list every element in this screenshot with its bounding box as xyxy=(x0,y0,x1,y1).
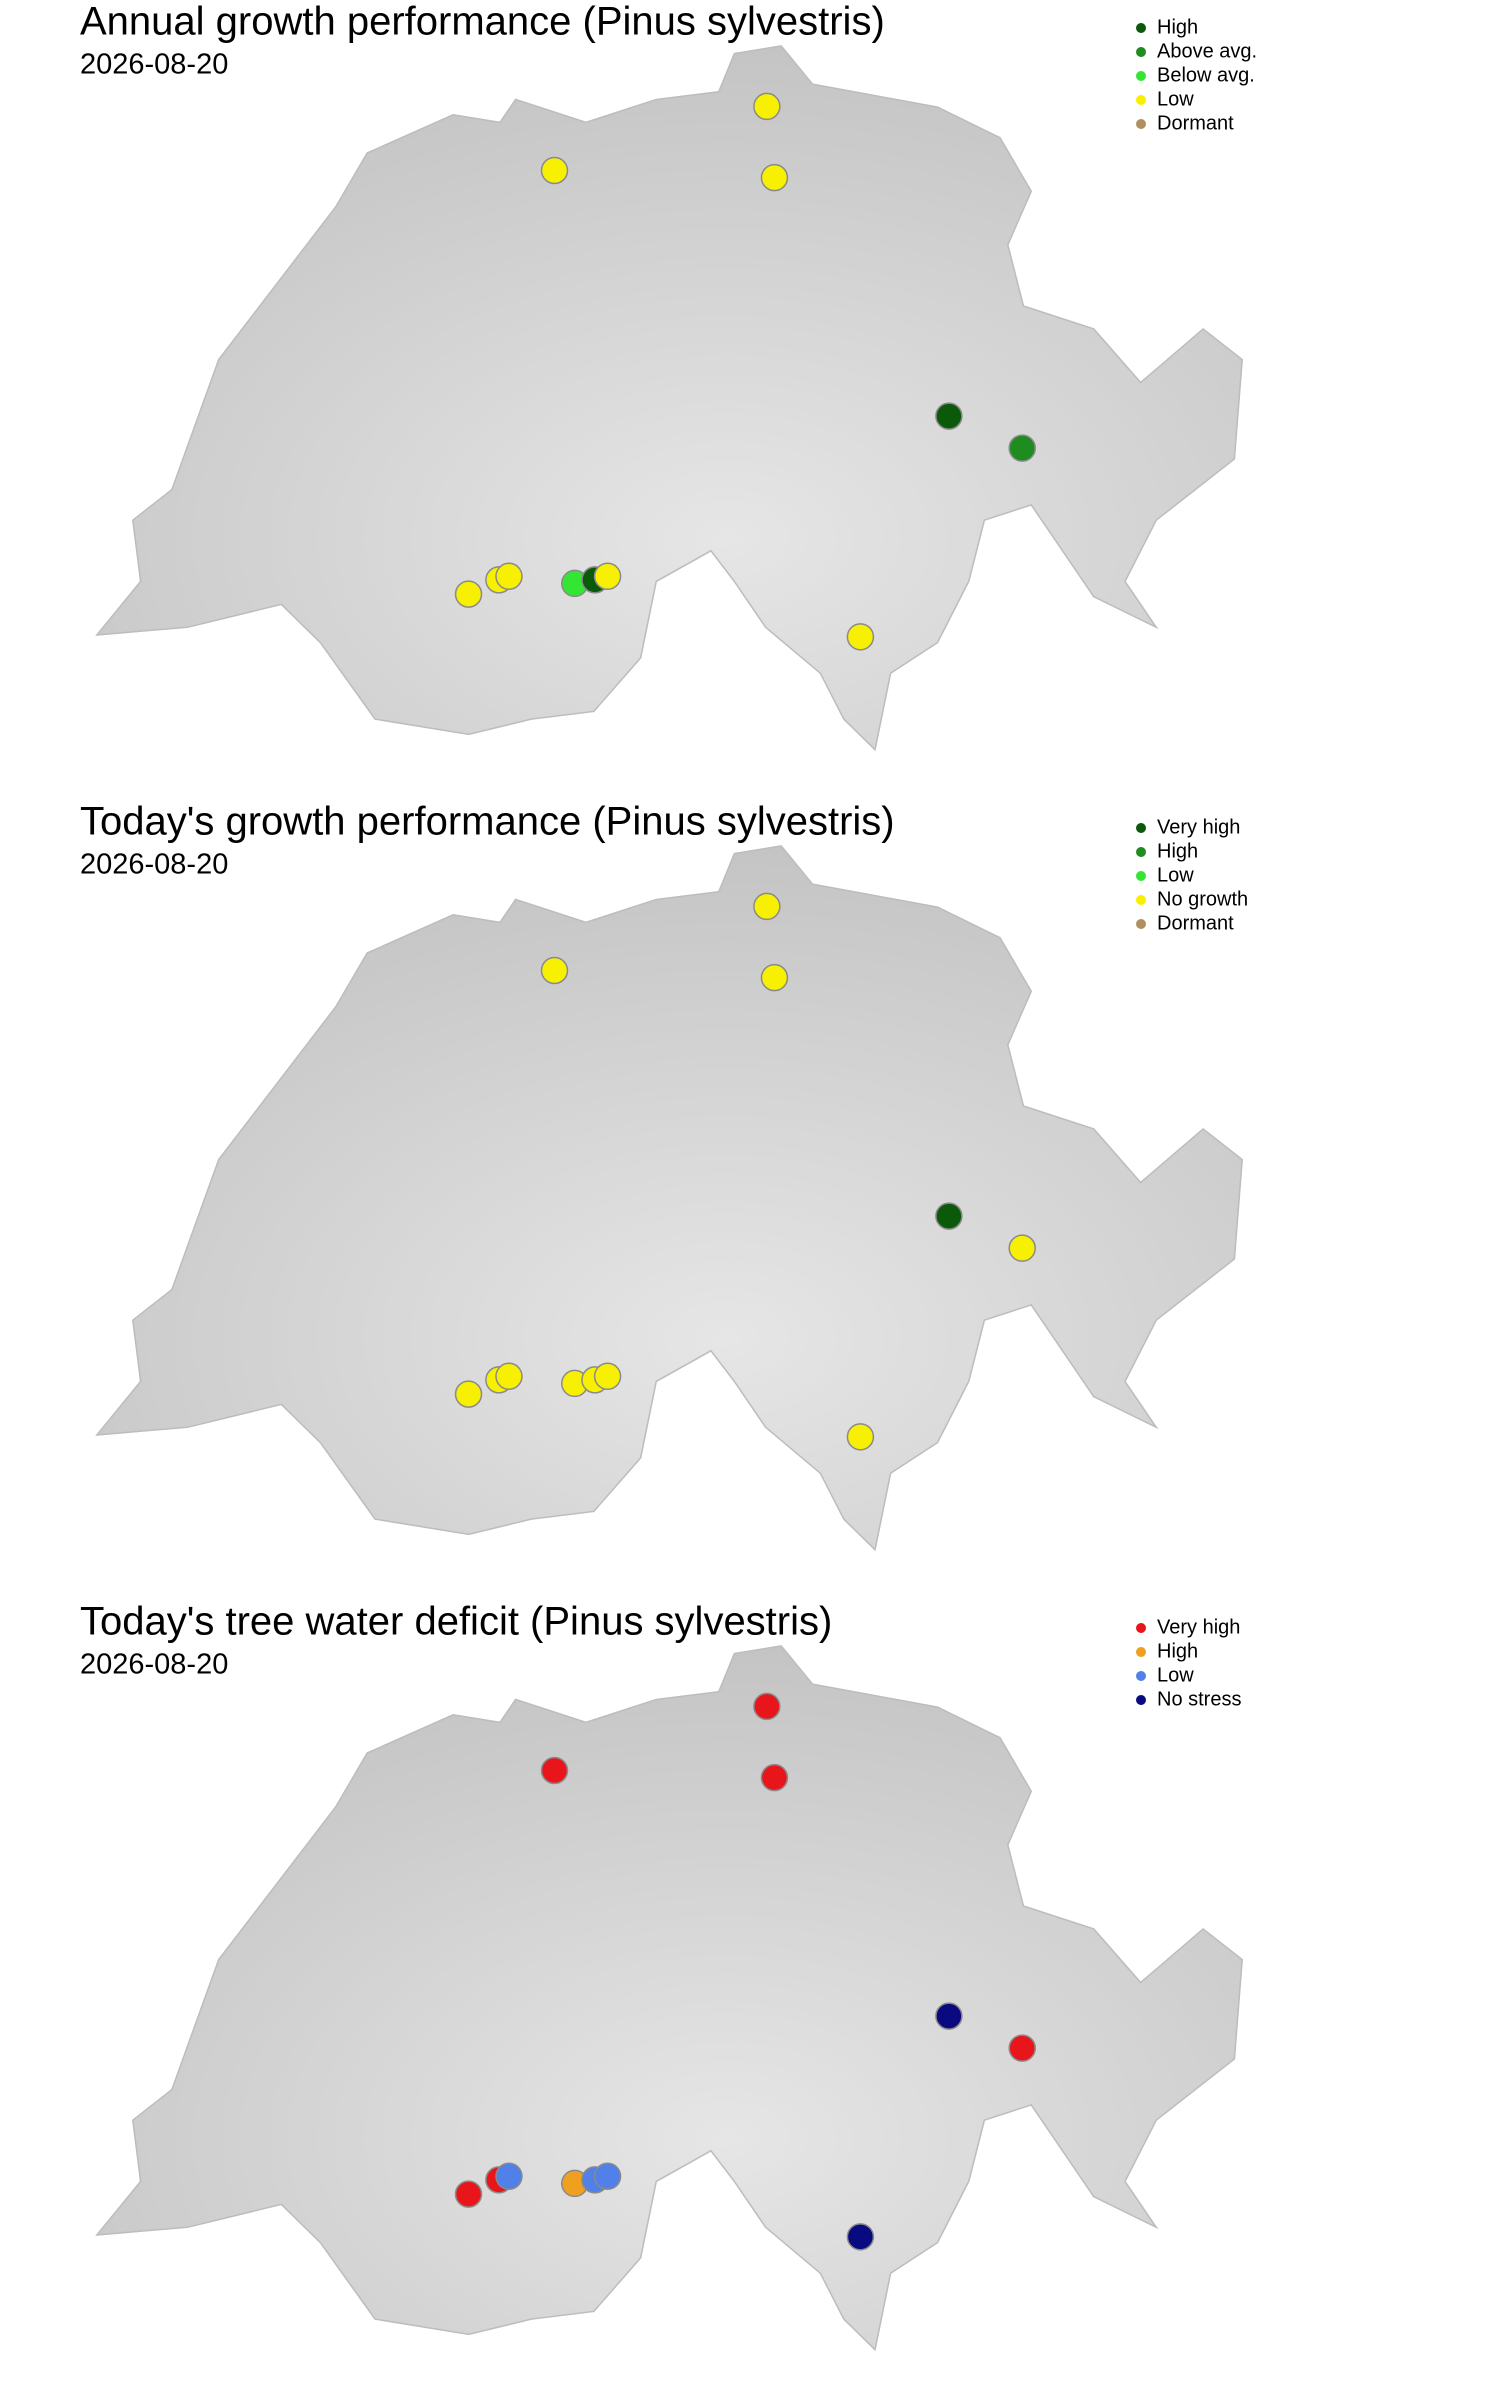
site-marker xyxy=(753,1692,781,1721)
legend-swatch xyxy=(1136,1647,1146,1657)
map-title: Annual growth performance (Pinus sylvest… xyxy=(80,0,885,44)
site-marker xyxy=(935,402,963,430)
country-shape xyxy=(95,1645,1243,2352)
map-panel: Today's tree water deficit (Pinus sylves… xyxy=(80,1600,1243,2352)
legend-label: Dormant xyxy=(1157,112,1234,134)
legend-label: Low xyxy=(1157,1664,1194,1686)
legend-swatch xyxy=(1136,119,1146,129)
country-shape xyxy=(95,45,1243,752)
site-marker xyxy=(454,1380,483,1408)
site-marker xyxy=(593,562,622,591)
map-date: 2026-08-20 xyxy=(80,49,228,81)
site-marker xyxy=(846,2223,875,2251)
legend-swatch xyxy=(1136,1671,1146,1681)
site-marker xyxy=(846,1423,875,1451)
site-marker xyxy=(540,1756,569,1785)
site-marker xyxy=(753,892,781,921)
legend-label: Below avg. xyxy=(1157,64,1255,86)
site-marker xyxy=(935,1202,963,1230)
site-marker xyxy=(935,2002,963,2030)
legend-swatch xyxy=(1136,1695,1146,1705)
legend-label: Dormant xyxy=(1157,912,1234,934)
legend-swatch xyxy=(1136,823,1146,833)
legend-swatch xyxy=(1136,23,1146,33)
legend-swatch xyxy=(1136,895,1146,905)
map-panel: Annual growth performance (Pinus sylvest… xyxy=(80,0,1257,752)
legend-label: High xyxy=(1157,16,1198,38)
legend-label: Low xyxy=(1157,864,1194,886)
site-marker xyxy=(760,1763,789,1792)
legend-swatch xyxy=(1136,1623,1146,1633)
map-date: 2026-08-20 xyxy=(80,1649,228,1681)
site-marker xyxy=(593,2162,622,2191)
country-shape xyxy=(95,845,1243,1552)
legend-swatch xyxy=(1136,71,1146,81)
site-marker xyxy=(495,2162,523,2191)
legend-label: Very high xyxy=(1157,816,1240,838)
site-marker xyxy=(593,1362,622,1391)
map-title: Today's growth performance (Pinus sylves… xyxy=(80,800,895,844)
legend-label: No growth xyxy=(1157,888,1248,910)
map-title: Today's tree water deficit (Pinus sylves… xyxy=(80,1600,832,1644)
site-marker xyxy=(760,963,789,992)
site-marker xyxy=(540,956,569,985)
site-marker xyxy=(454,580,483,608)
site-marker xyxy=(753,92,781,121)
legend-swatch xyxy=(1136,95,1146,105)
site-marker xyxy=(760,163,789,192)
site-marker xyxy=(540,156,569,185)
legend-label: Above avg. xyxy=(1157,40,1257,62)
site-marker xyxy=(846,623,875,651)
map-panel: Today's growth performance (Pinus sylves… xyxy=(80,800,1248,1552)
legend-swatch xyxy=(1136,47,1146,57)
legend-swatch xyxy=(1136,847,1146,857)
legend-label: Low xyxy=(1157,88,1194,110)
legend-label: High xyxy=(1157,1640,1198,1662)
legend-swatch xyxy=(1136,919,1146,929)
legend-swatch xyxy=(1136,871,1146,881)
map-date: 2026-08-20 xyxy=(80,849,228,881)
site-marker xyxy=(1008,1234,1036,1262)
legend-label: No stress xyxy=(1157,1688,1241,1710)
site-marker xyxy=(1008,434,1036,462)
site-marker xyxy=(454,2180,483,2208)
site-marker xyxy=(495,1362,523,1391)
legend-label: High xyxy=(1157,840,1198,862)
site-marker xyxy=(495,562,523,591)
site-marker xyxy=(1008,2034,1036,2062)
legend-label: Very high xyxy=(1157,1616,1240,1638)
